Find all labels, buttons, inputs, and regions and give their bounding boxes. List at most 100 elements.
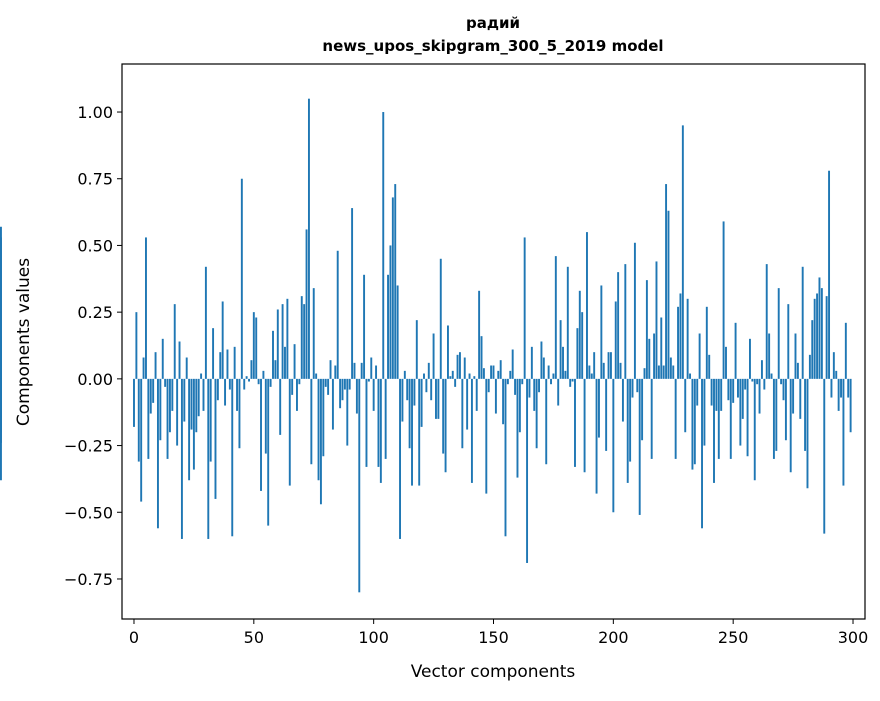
bar [808, 354, 811, 379]
bar [737, 378, 739, 398]
bar [226, 349, 229, 379]
bar [442, 378, 445, 454]
bar [224, 378, 227, 406]
bar [264, 378, 267, 454]
bar [135, 312, 138, 379]
bar [384, 378, 387, 459]
bar [545, 378, 548, 465]
bar [662, 365, 665, 379]
bar [250, 360, 253, 379]
bar [406, 378, 409, 401]
bar [574, 378, 576, 467]
bar [0, 378, 2, 481]
bar [216, 378, 219, 401]
bar [497, 370, 500, 379]
bar [425, 378, 428, 393]
bar [319, 378, 322, 505]
bar [466, 378, 469, 430]
bar [291, 378, 294, 395]
bar [365, 378, 368, 467]
bar [681, 125, 684, 379]
y-axis-label: Components values [14, 258, 34, 426]
bar [178, 341, 181, 379]
bar [260, 378, 262, 491]
bar [444, 378, 447, 473]
bar [777, 288, 780, 379]
bar [272, 330, 274, 379]
bar [598, 378, 600, 438]
bar [430, 378, 433, 401]
bar [317, 378, 320, 481]
bar [691, 378, 694, 470]
bar [322, 378, 325, 457]
bar [475, 378, 478, 411]
bar [739, 378, 742, 446]
bar [804, 378, 807, 451]
bar [765, 264, 768, 379]
bar [607, 352, 610, 379]
bar [581, 312, 584, 379]
bar [713, 378, 715, 483]
bar [140, 378, 143, 502]
bar [530, 346, 533, 379]
bar [343, 378, 346, 390]
bar [248, 378, 250, 382]
bar [710, 378, 713, 406]
x-tick-label: 0 [129, 628, 139, 647]
bar [329, 360, 332, 379]
bar [521, 378, 524, 385]
bar [159, 378, 162, 441]
bar [300, 296, 303, 379]
bar [202, 378, 205, 411]
bar [722, 221, 725, 379]
bar [569, 378, 572, 387]
bar [571, 378, 574, 382]
bar [605, 378, 608, 451]
bar [147, 378, 150, 459]
bar [207, 378, 210, 539]
bar [744, 378, 747, 390]
bar [432, 333, 435, 379]
bar [823, 378, 826, 534]
bar [221, 301, 224, 379]
bar [269, 378, 272, 387]
bar [492, 365, 495, 379]
bar [478, 290, 481, 379]
bar [286, 298, 289, 379]
bar [156, 378, 159, 529]
bar [204, 266, 207, 379]
bar [844, 322, 847, 379]
bar [684, 378, 687, 433]
bar [137, 378, 140, 462]
bar [470, 378, 473, 483]
bar [262, 370, 265, 379]
bar [696, 378, 699, 406]
bar [626, 378, 629, 483]
bar [339, 378, 342, 409]
bar [794, 333, 797, 379]
bar [353, 362, 356, 379]
bar [763, 378, 766, 390]
bar [638, 378, 641, 515]
bar [552, 373, 555, 379]
bar [214, 378, 217, 499]
chart-subtitle: news_upos_skipgram_300_5_2019 model [322, 37, 663, 55]
bar [310, 378, 313, 465]
bar [161, 338, 164, 379]
bar [240, 178, 243, 379]
bar [554, 256, 557, 379]
bar [391, 197, 394, 379]
bar [200, 373, 203, 379]
bar [274, 360, 277, 379]
bar [772, 378, 775, 459]
bar [653, 333, 656, 379]
bar [729, 378, 732, 459]
bar [756, 378, 759, 385]
bar [411, 378, 413, 486]
bar [298, 378, 301, 385]
y-tick-label: 0.00 [77, 370, 113, 389]
bar [370, 357, 373, 379]
bar [451, 370, 454, 379]
bar [801, 266, 804, 379]
bar [504, 378, 507, 537]
